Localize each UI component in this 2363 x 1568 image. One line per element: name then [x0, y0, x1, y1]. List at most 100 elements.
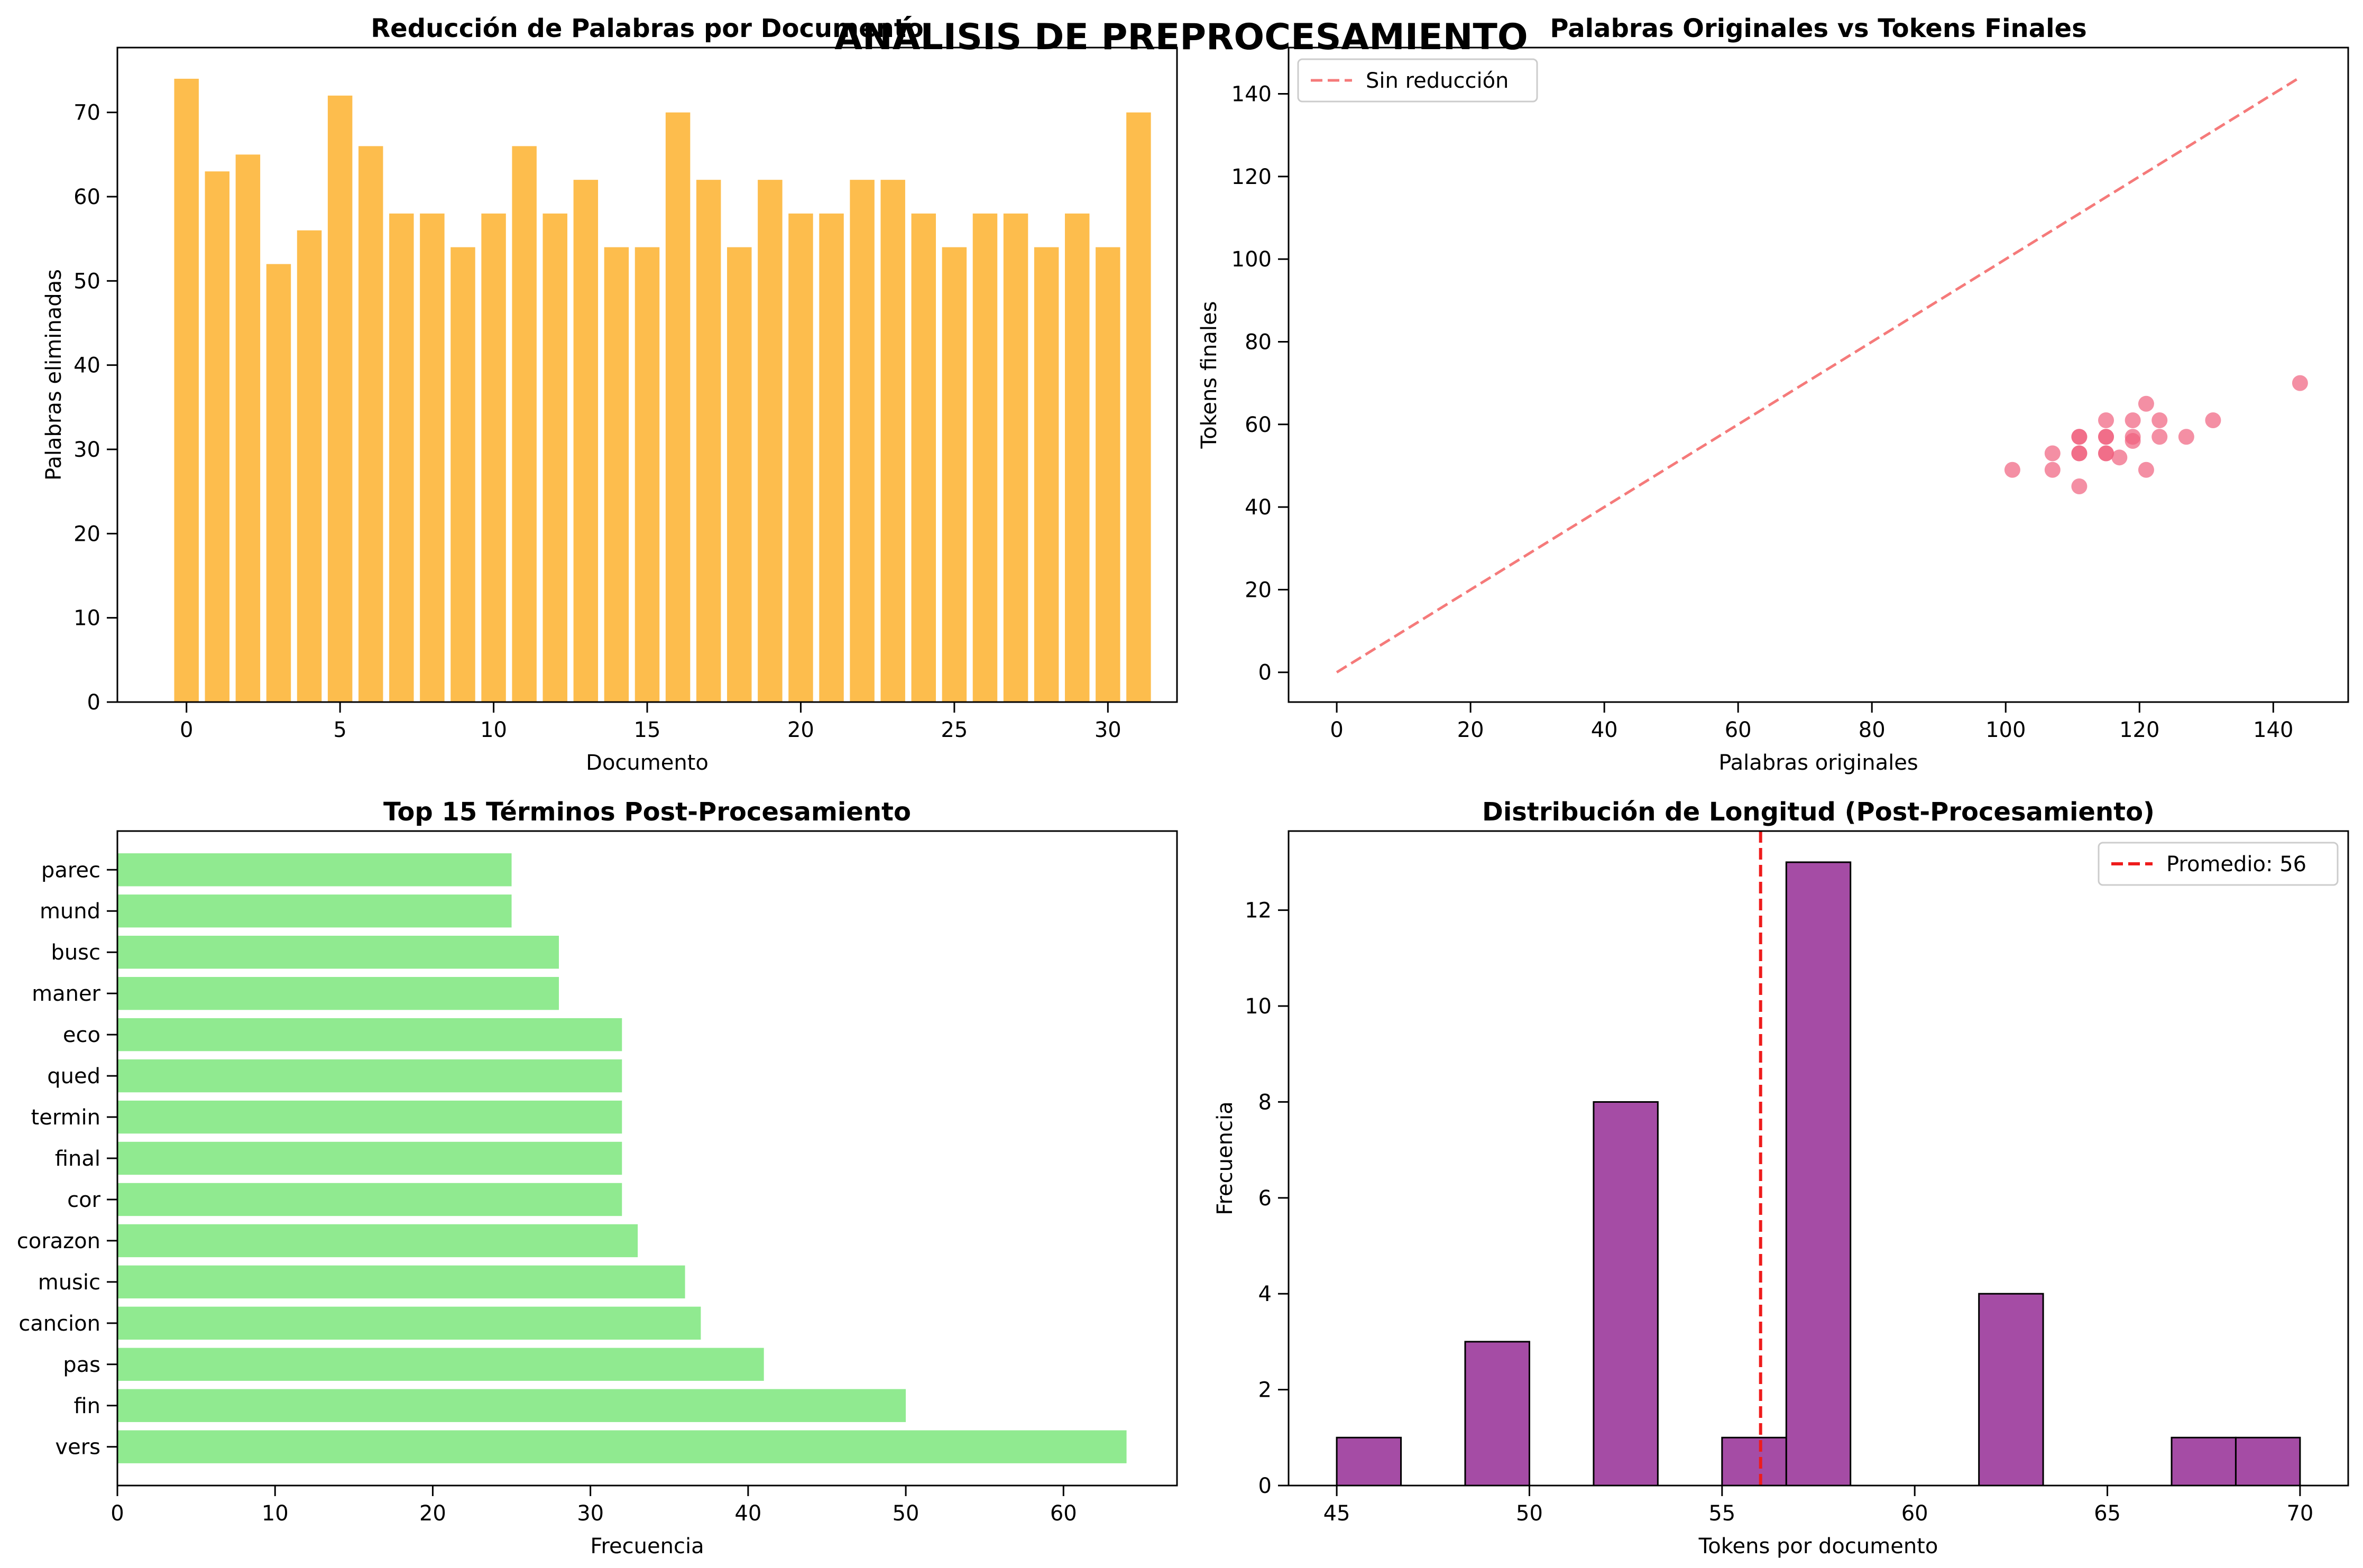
y-tick-label: fin	[73, 1394, 100, 1418]
y-tick-label: pas	[63, 1353, 100, 1377]
y-tick-label: 4	[1258, 1282, 1272, 1306]
x-tick-label: 50	[893, 1501, 920, 1526]
y-tick-label: 70	[73, 101, 100, 125]
bar	[117, 894, 512, 928]
bar	[235, 154, 261, 702]
bar	[117, 1430, 1127, 1463]
x-tick-label: 20	[419, 1501, 446, 1526]
histogram-bar	[1464, 1341, 1530, 1487]
bar	[850, 180, 875, 702]
bar	[117, 1389, 906, 1422]
bar	[358, 146, 383, 702]
bar	[481, 213, 506, 702]
y-tick-label: music	[38, 1270, 100, 1295]
scatter-point	[2125, 412, 2141, 428]
figure-suptitle: ANÁLISIS DE PREPROCESAMIENTO	[834, 16, 1528, 58]
x-tick-label: 10	[262, 1501, 289, 1526]
histogram-bar	[2235, 1436, 2301, 1487]
bar	[117, 853, 512, 887]
bar	[758, 180, 783, 702]
y-tick-label: 60	[1245, 413, 1272, 437]
bar	[266, 264, 291, 702]
y-axis-label: Tokens finales	[1197, 301, 1221, 449]
y-tick-label: 40	[1245, 495, 1272, 520]
chart-title: Palabras Originales vs Tokens Finales	[1550, 14, 2086, 43]
x-axis-label: Tokens por documento	[1698, 1534, 1938, 1558]
bar	[117, 1224, 638, 1258]
bar	[117, 1141, 622, 1175]
chart-title: Reducción de Palabras por Documento	[371, 14, 924, 43]
x-tick-label: 10	[480, 718, 507, 742]
legend-box	[1297, 58, 1538, 103]
y-tick-label: vers	[55, 1435, 100, 1460]
histogram-bar	[1721, 1436, 1787, 1487]
y-tick-label: 6	[1258, 1186, 1272, 1211]
bar	[1064, 213, 1090, 702]
scatter-point	[2098, 429, 2114, 445]
x-tick-label: 5	[333, 718, 346, 742]
x-tick-label: 40	[1591, 718, 1618, 742]
x-tick-label: 55	[1708, 1501, 1735, 1526]
y-tick-label: 0	[1258, 661, 1272, 685]
legend-label: Promedio: 56	[2166, 852, 2306, 877]
scatter-point	[2044, 462, 2061, 478]
x-tick-label: 0	[180, 718, 193, 742]
y-tick-label: termin	[31, 1105, 100, 1130]
y-tick-label: 30	[73, 438, 100, 462]
bar	[117, 1100, 622, 1134]
y-tick-label: 60	[73, 185, 100, 209]
y-tick-label: qued	[47, 1064, 100, 1089]
x-tick-label: 60	[1901, 1501, 1928, 1526]
x-tick-label: 100	[1985, 718, 2026, 742]
bar	[512, 146, 537, 702]
y-tick-label: eco	[63, 1023, 100, 1047]
bar	[205, 171, 230, 703]
scatter-point	[2111, 449, 2128, 466]
y-tick-label: 2	[1258, 1378, 1272, 1403]
x-tick-label: 70	[2286, 1501, 2313, 1526]
x-tick-label: 80	[1859, 718, 1886, 742]
x-tick-label: 40	[734, 1501, 761, 1526]
bar	[635, 247, 660, 702]
panel-histogram: 45 50 55 60 65 70 0 2 4 6 8 10 12 Distribución de Lon…	[1213, 797, 2349, 1558]
y-tick-label: corazon	[17, 1229, 100, 1253]
bar	[727, 247, 752, 702]
scatter-point	[2044, 445, 2061, 462]
x-tick-label: 120	[2119, 718, 2159, 742]
axes-frame	[116, 830, 1178, 1487]
y-tick-label: cancion	[19, 1312, 100, 1336]
y-tick-label: 10	[1245, 994, 1272, 1019]
scatter-point	[2292, 375, 2308, 391]
y-tick-label: cor	[67, 1188, 100, 1212]
y-tick-label: final	[55, 1147, 100, 1171]
x-tick-label: 20	[1457, 718, 1484, 742]
bar	[1126, 112, 1151, 702]
scatter-point	[2151, 412, 2168, 428]
x-tick-label: 60	[1050, 1501, 1077, 1526]
y-tick-label: 40	[73, 354, 100, 378]
bar	[117, 1059, 622, 1093]
bar	[117, 1183, 622, 1216]
y-tick-label: mund	[40, 899, 100, 924]
bar	[1034, 247, 1059, 702]
bar	[604, 247, 629, 702]
y-axis-label: Palabras eliminadas	[42, 269, 66, 481]
bar	[880, 180, 905, 702]
legend-label: Sin reducción	[1366, 69, 1509, 93]
bar	[573, 180, 599, 702]
bar	[1096, 247, 1120, 702]
y-tick-label: 20	[1245, 578, 1272, 602]
scatter-point	[2071, 478, 2088, 495]
bar	[117, 936, 559, 969]
scatter-point	[2138, 462, 2154, 478]
histogram-bar	[1978, 1293, 2044, 1487]
chart-title: Top 15 Términos Post-Procesamiento	[383, 797, 911, 827]
x-tick-label: 45	[1323, 1501, 1350, 1526]
scatter-point	[2098, 412, 2114, 428]
axes-frame	[1288, 830, 2349, 1487]
bar	[911, 213, 936, 702]
x-tick-label: 0	[111, 1501, 124, 1526]
x-axis-label: Palabras originales	[1718, 751, 1918, 775]
scatter-point	[2205, 412, 2221, 428]
